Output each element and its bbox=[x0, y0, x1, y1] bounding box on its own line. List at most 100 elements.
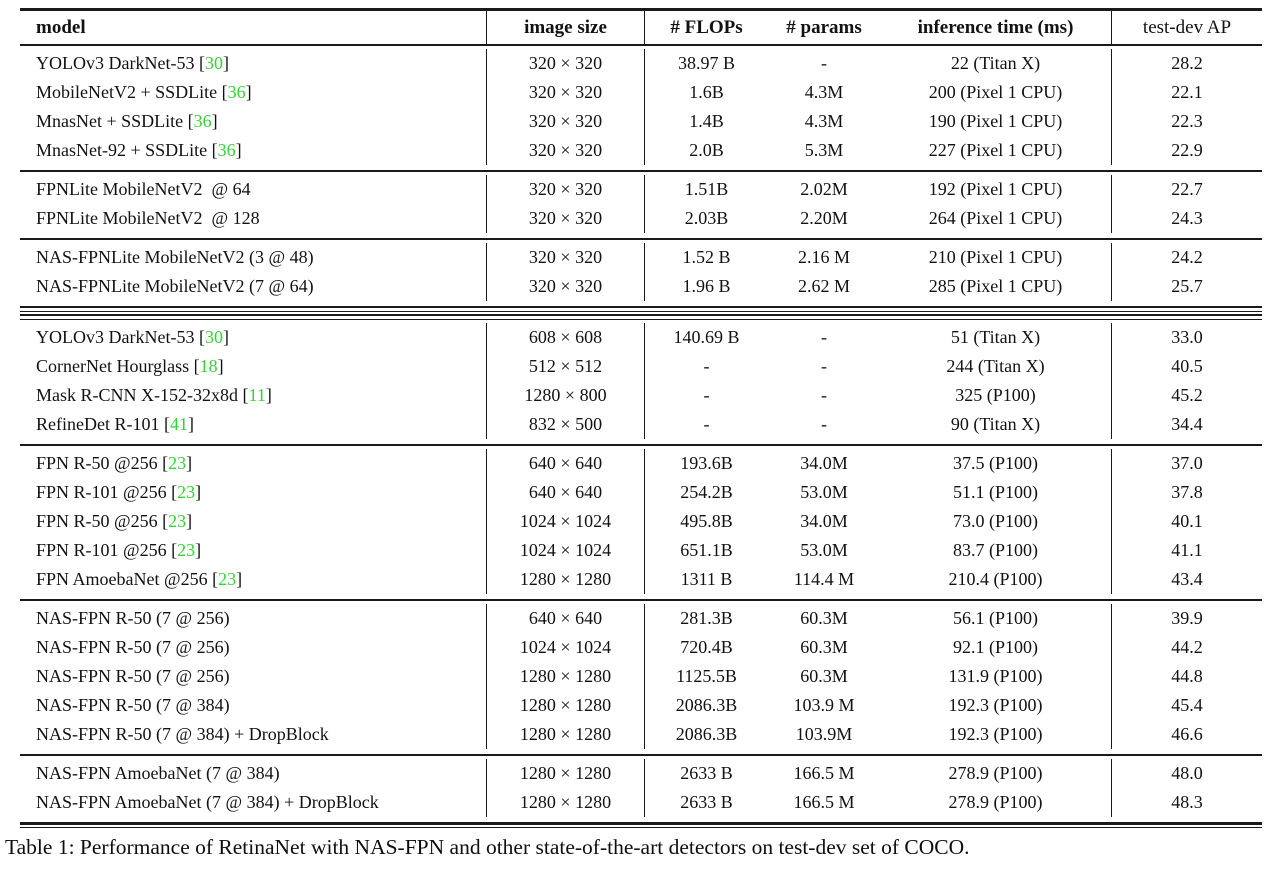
inference-time-cell: 192 (Pixel 1 CPU) bbox=[880, 175, 1112, 204]
citation-link[interactable]: 23 bbox=[168, 453, 187, 473]
inference-time-cell: 192.3 (P100) bbox=[880, 720, 1112, 749]
image-size-cell: 1280 × 1280 bbox=[487, 565, 645, 594]
inference-time-cell: 51 (Titan X) bbox=[880, 323, 1112, 352]
model-cell: NAS-FPN AmoebaNet (7 @ 384) + DropBlock bbox=[20, 788, 487, 817]
image-size-cell: 320 × 320 bbox=[487, 175, 645, 204]
params-cell: 60.3M bbox=[800, 666, 848, 686]
params-cell: 2.62 M bbox=[797, 276, 850, 296]
test-dev-ap-cell: 46.6 bbox=[1171, 724, 1203, 744]
image-size-cell: 608 × 608 bbox=[487, 323, 645, 352]
inference-time-cell: 190 (Pixel 1 CPU) bbox=[880, 107, 1112, 136]
params-cell: 166.5 M bbox=[793, 763, 855, 783]
inference-time-cell: 285 (Pixel 1 CPU) bbox=[880, 272, 1112, 301]
flops-cell: - bbox=[703, 385, 710, 405]
table-row: FPN R-50 @256 [23] 640 × 640 193.6B 34.0M 37… bbox=[20, 449, 1262, 478]
table-bottom-rule-2 bbox=[20, 826, 1262, 828]
image-size-cell: 1024 × 1024 bbox=[487, 507, 645, 536]
test-dev-ap-cell: 48.3 bbox=[1171, 792, 1203, 812]
table-caption: Table 1: Performance of RetinaNet with N… bbox=[5, 835, 970, 859]
citation-link[interactable]: 36 bbox=[217, 140, 236, 160]
table-row: NAS-FPN R-50 (7 @ 384) + DropBlock 1280 ×… bbox=[20, 720, 1262, 749]
inference-time-cell: 210.4 (P100) bbox=[880, 565, 1112, 594]
image-size-cell: 640 × 640 bbox=[487, 478, 645, 507]
table-row: Mask R-CNN X-152-32x8d [11] 1280 × 800 - - 3… bbox=[20, 381, 1262, 410]
model-cell: NAS-FPNLite MobileNetV2 (7 @ 64) bbox=[20, 272, 487, 301]
model-cell: FPNLite MobileNetV2 @ 128 bbox=[20, 204, 487, 233]
image-size-cell: 1280 × 1280 bbox=[487, 662, 645, 691]
params-cell: 4.3M bbox=[804, 111, 844, 131]
test-dev-ap-cell: 37.8 bbox=[1171, 482, 1203, 502]
params-cell: 5.3M bbox=[804, 140, 844, 160]
citation-link[interactable]: 30 bbox=[204, 327, 223, 347]
table-row: NAS-FPN R-50 (7 @ 256) 1024 × 1024 720.4B 6… bbox=[20, 633, 1262, 662]
column-header-inference-time: inference time (ms) bbox=[880, 11, 1112, 44]
test-dev-ap-cell: 40.1 bbox=[1171, 511, 1203, 531]
group-divider-rule bbox=[20, 754, 1262, 756]
flops-cell: - bbox=[703, 414, 710, 434]
flops-cell: 651.1B bbox=[680, 540, 733, 560]
model-cell: NAS-FPNLite MobileNetV2 (3 @ 48) bbox=[20, 243, 487, 272]
citation-link[interactable]: 18 bbox=[199, 356, 218, 376]
column-header-test-dev-ap: test-dev AP bbox=[1142, 17, 1232, 38]
citation-link[interactable]: 41 bbox=[169, 414, 188, 434]
image-size-cell: 320 × 320 bbox=[487, 204, 645, 233]
flops-cell: 2086.3B bbox=[675, 724, 738, 744]
flops-cell: 720.4B bbox=[680, 637, 733, 657]
test-dev-ap-cell: 24.3 bbox=[1171, 208, 1203, 228]
model-cell: FPN R-50 @256 [23] bbox=[20, 507, 487, 536]
params-cell: 60.3M bbox=[800, 637, 848, 657]
test-dev-ap-cell: 43.4 bbox=[1171, 569, 1203, 589]
group-divider-rule bbox=[20, 238, 1262, 240]
flops-cell: 2.0B bbox=[689, 140, 724, 160]
params-cell: 103.9 M bbox=[793, 695, 855, 715]
inference-time-cell: 192.3 (P100) bbox=[880, 691, 1112, 720]
table-group: FPNLite MobileNetV2 @ 64 320 × 320 1.51B 2.… bbox=[20, 172, 1262, 238]
model-cell: NAS-FPN R-50 (7 @ 256) bbox=[20, 633, 487, 662]
section-divider-double-rule bbox=[20, 306, 1262, 320]
citation-link[interactable]: 23 bbox=[218, 569, 237, 589]
citation-link[interactable]: 30 bbox=[204, 53, 223, 73]
image-size-cell: 1024 × 1024 bbox=[487, 633, 645, 662]
citation-link[interactable]: 23 bbox=[177, 482, 196, 502]
citation-link[interactable]: 23 bbox=[168, 511, 187, 531]
test-dev-ap-cell: 22.7 bbox=[1171, 179, 1203, 199]
model-cell: FPN R-101 @256 [23] bbox=[20, 478, 487, 507]
params-cell: 2.02M bbox=[800, 179, 848, 199]
params-cell: - bbox=[821, 414, 827, 434]
image-size-cell: 1280 × 800 bbox=[487, 381, 645, 410]
citation-link[interactable]: 11 bbox=[248, 385, 266, 405]
image-size-cell: 320 × 320 bbox=[487, 78, 645, 107]
test-dev-ap-cell: 41.1 bbox=[1171, 540, 1203, 560]
image-size-cell: 1280 × 1280 bbox=[487, 720, 645, 749]
image-size-cell: 1280 × 1280 bbox=[487, 788, 645, 817]
model-cell: RefineDet R-101 [41] bbox=[20, 410, 487, 439]
inference-time-cell: 200 (Pixel 1 CPU) bbox=[880, 78, 1112, 107]
citation-link[interactable]: 36 bbox=[193, 111, 212, 131]
test-dev-ap-cell: 44.8 bbox=[1171, 666, 1203, 686]
flops-cell: 2633 B bbox=[680, 763, 733, 783]
inference-time-cell: 244 (Titan X) bbox=[880, 352, 1112, 381]
citation-link[interactable]: 36 bbox=[227, 82, 246, 102]
model-cell: FPN R-101 @256 [23] bbox=[20, 536, 487, 565]
model-cell: FPN R-50 @256 [23] bbox=[20, 449, 487, 478]
inference-time-cell: 83.7 (P100) bbox=[880, 536, 1112, 565]
test-dev-ap-cell: 28.2 bbox=[1171, 53, 1203, 73]
model-cell: YOLOv3 DarkNet-53 [30] bbox=[20, 323, 487, 352]
image-size-cell: 320 × 320 bbox=[487, 272, 645, 301]
inference-time-cell: 278.9 (P100) bbox=[880, 788, 1112, 817]
model-cell: NAS-FPN R-50 (7 @ 384) + DropBlock bbox=[20, 720, 487, 749]
flops-cell: 2086.3B bbox=[675, 695, 738, 715]
image-size-cell: 1280 × 1280 bbox=[487, 691, 645, 720]
table-row: FPN R-50 @256 [23] 1024 × 1024 495.8B 34.0M… bbox=[20, 507, 1262, 536]
image-size-cell: 1280 × 1280 bbox=[487, 759, 645, 788]
flops-cell: - bbox=[703, 356, 710, 376]
table-row: MobileNetV2 + SSDLite [36] 320 × 320 1.6B 4… bbox=[20, 78, 1262, 107]
table-header-row: model image size # FLOPs # params infere… bbox=[20, 11, 1262, 44]
params-cell: - bbox=[821, 53, 827, 73]
group-divider-rule bbox=[20, 444, 1262, 446]
flops-cell: 1.6B bbox=[689, 82, 724, 102]
test-dev-ap-cell: 22.3 bbox=[1171, 111, 1203, 131]
params-cell: 2.20M bbox=[800, 208, 848, 228]
params-cell: 53.0M bbox=[800, 482, 848, 502]
citation-link[interactable]: 23 bbox=[177, 540, 196, 560]
